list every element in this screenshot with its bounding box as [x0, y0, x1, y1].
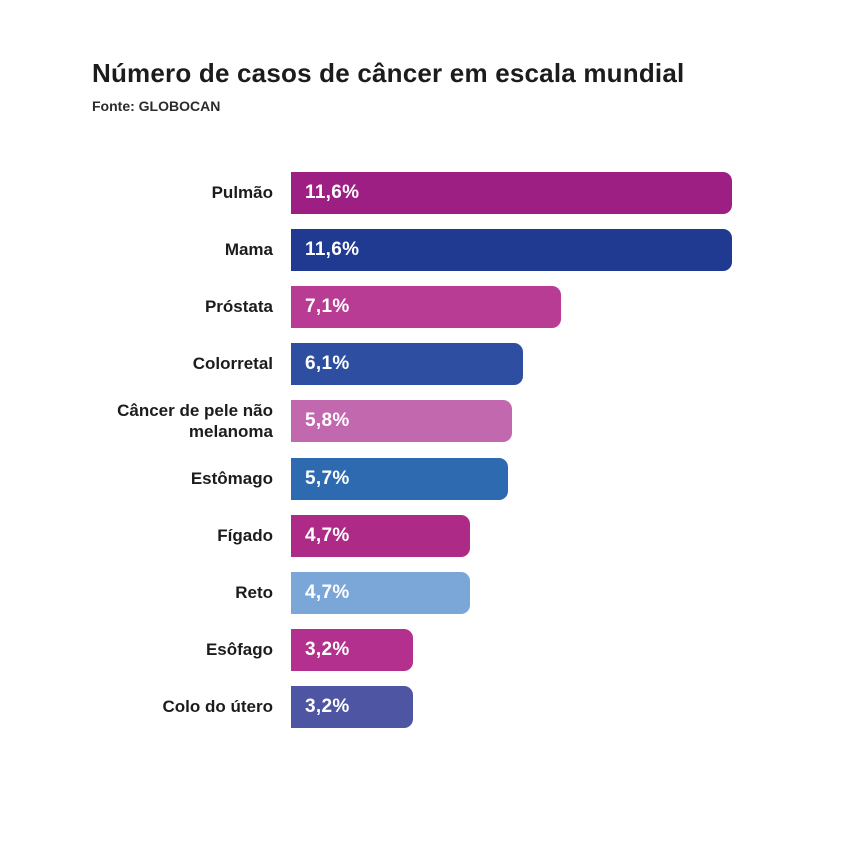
category-label: Câncer de pele não melanoma	[117, 401, 273, 442]
bar-value-label: 4,7%	[305, 581, 350, 603]
chart-header: Número de casos de câncer em escala mund…	[0, 0, 850, 114]
category-label: Fígado	[217, 525, 273, 545]
category-label: Pulmão	[211, 183, 273, 203]
bar-value-label: 3,2%	[305, 695, 350, 717]
bar-value-label: 7,1%	[305, 296, 350, 317]
bar-value-label: 6,1%	[305, 353, 350, 374]
category-label: Esôfago	[205, 639, 273, 659]
category-label: Estômago	[190, 468, 273, 488]
bar-value-label: 11,6%	[305, 182, 360, 203]
bar: 3,2%	[291, 628, 413, 671]
bar: 5,7%	[291, 457, 508, 500]
bar-track: 11,6%	[291, 172, 850, 214]
chart-row: Mama 11,6%	[0, 229, 850, 271]
bar: 11,6%	[291, 229, 732, 271]
bar: 4,7%	[291, 514, 470, 557]
chart-title: Número de casos de câncer em escala mund…	[92, 58, 685, 88]
bar-track: 7,1%	[291, 286, 850, 328]
bar: 6,1%	[291, 343, 523, 385]
chart-row: Reto 4,7%	[0, 571, 850, 614]
bar: 5,8%	[291, 400, 512, 443]
bar-value-label: 11,6%	[305, 239, 360, 260]
bar: 4,7%	[291, 571, 470, 614]
bar-track: 11,6%	[291, 229, 850, 271]
bar-track: 4,7%	[291, 514, 850, 557]
chart-row: Esôfago 3,2%	[0, 628, 850, 671]
category-label: Próstata	[204, 297, 273, 317]
bar-value-label: 5,7%	[305, 467, 350, 489]
bar-track: 4,7%	[291, 571, 850, 614]
bar-track: 6,1%	[291, 343, 850, 385]
chart-source: Fonte: GLOBOCAN	[92, 98, 221, 114]
chart-row: Pulmão 11,6%	[0, 172, 850, 214]
chart-row: Câncer de pele não melanoma 5,8%	[0, 400, 850, 443]
bar: 7,1%	[291, 286, 561, 328]
bar-track: 5,8%	[291, 400, 850, 443]
category-label: Colo do útero	[162, 696, 273, 716]
bar-track: 3,2%	[291, 628, 850, 671]
bar-track: 3,2%	[291, 685, 850, 728]
chart-row: Próstata 7,1%	[0, 286, 850, 328]
category-label: Colorretal	[192, 354, 273, 374]
bar-chart: Pulmão 11,6% Mama 11,6% Próstata 7,1% Colorret…	[0, 172, 850, 728]
category-label: Mama	[224, 240, 273, 260]
chart-row: Colorretal 6,1%	[0, 343, 850, 385]
chart-row: Colo do útero 3,2%	[0, 685, 850, 728]
chart-row: Fígado 4,7%	[0, 514, 850, 557]
bar-value-label: 4,7%	[305, 524, 350, 546]
bar: 3,2%	[291, 685, 413, 728]
category-label: Reto	[235, 582, 273, 602]
bar-value-label: 3,2%	[305, 638, 350, 660]
bar-value-label: 5,8%	[305, 410, 350, 432]
bar-track: 5,7%	[291, 457, 850, 500]
bar: 11,6%	[291, 172, 732, 214]
chart-row: Estômago 5,7%	[0, 457, 850, 500]
